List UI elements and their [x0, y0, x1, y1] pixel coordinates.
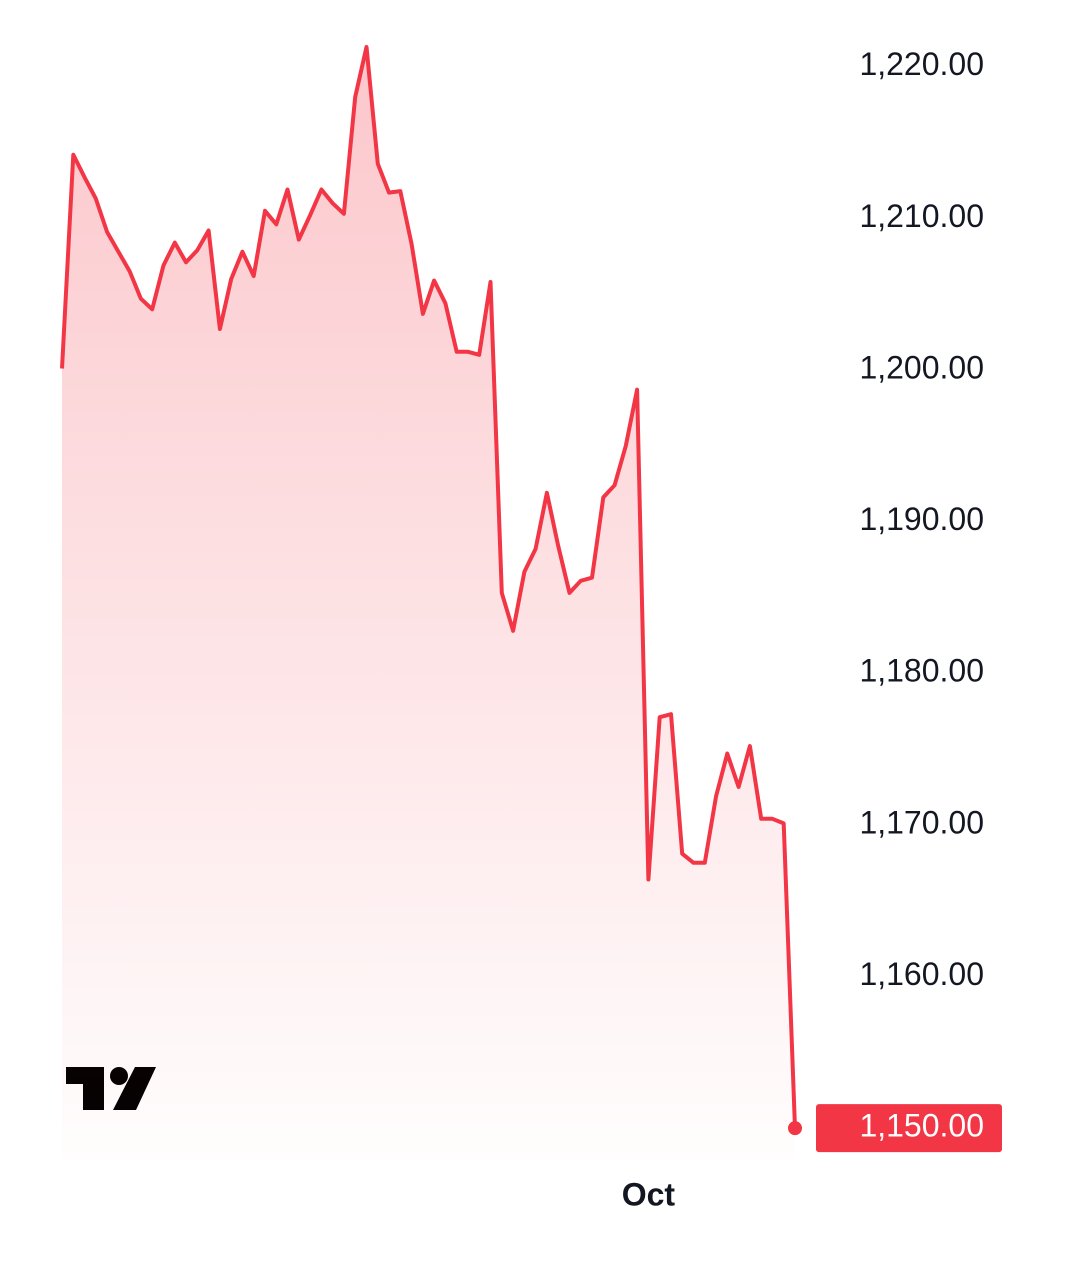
last-point: [788, 1121, 802, 1136]
y-tick-label: 1,160.00: [859, 956, 984, 992]
last-value-badge: [816, 1104, 1002, 1153]
y-tick-label: 1,190.00: [859, 501, 984, 537]
last-value-label: 1,150.00: [859, 1108, 984, 1144]
y-tick-label: 1,200.00: [859, 349, 984, 385]
y-tick-label: 1,220.00: [859, 46, 984, 82]
price-line: [60, 45, 797, 1129]
area-fill: [62, 47, 795, 1160]
x-tick-label: Oct: [622, 1176, 676, 1212]
y-tick-label: 1,180.00: [859, 653, 984, 689]
y-tick-label: 1,210.00: [859, 198, 984, 234]
y-tick-label: 1,170.00: [859, 804, 984, 840]
